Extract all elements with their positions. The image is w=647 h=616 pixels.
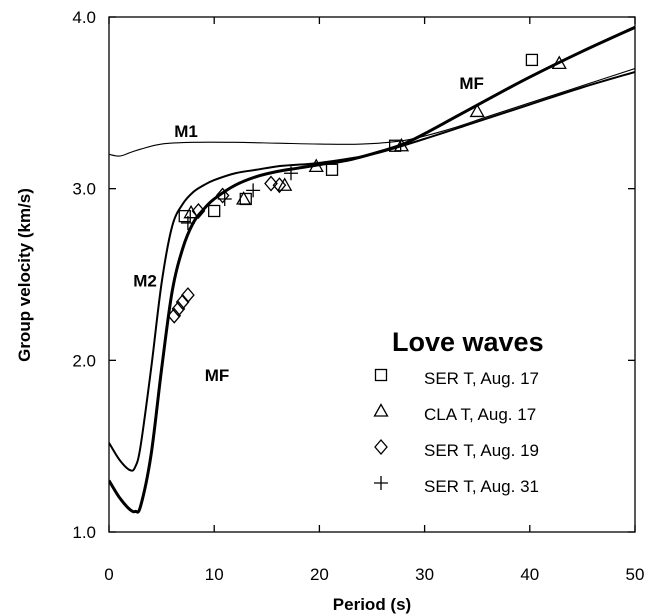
point-diamond: [191, 202, 206, 219]
data-points: [167, 53, 567, 324]
legend-marker-triangle: [373, 403, 389, 417]
y-tick-label: 1.0: [72, 523, 96, 542]
curve-m2: [109, 70, 635, 472]
point-square: [325, 163, 339, 176]
point-plus: [283, 166, 298, 181]
point-diamond: [171, 300, 186, 317]
point-triangle: [551, 55, 567, 69]
curve-label-m2: M2: [133, 272, 157, 291]
point-plus: [217, 191, 232, 206]
x-tick-label: 10: [205, 565, 224, 584]
x-tick-label: 40: [520, 565, 539, 584]
curve-label-mf: MF: [205, 366, 230, 385]
axis-ticks: 0 10 20 30 40 50 1.0 2.0 3.0 4.0: [72, 8, 644, 584]
curve-label-mf: MF: [459, 74, 484, 93]
legend-marker-square: [374, 368, 388, 382]
model-curves: [109, 25, 635, 514]
y-axis-title: Group velocity (km/s): [15, 188, 34, 362]
legend-marker-plus: [374, 476, 388, 490]
curve-m1: [109, 67, 635, 157]
point-diamond: [215, 187, 230, 204]
curve-mf: [109, 25, 635, 514]
point-diamond: [167, 307, 182, 324]
point-triangle: [308, 158, 324, 173]
plot-frame: [108, 16, 636, 533]
point-triangle: [393, 137, 410, 152]
point-square: [178, 209, 191, 223]
y-tick-label: 3.0: [72, 180, 96, 199]
point-triangle: [236, 191, 252, 205]
legend-label: SER T, Aug. 19: [424, 441, 539, 460]
point-diamond: [264, 175, 278, 192]
y-tick-label: 4.0: [72, 8, 96, 27]
legend-entries: SER T, Aug. 17 CLA T, Aug. 17 SER T, Aug. …: [373, 368, 539, 496]
x-tick-label: 20: [310, 565, 329, 584]
legend-label: CLA T, Aug. 17: [424, 405, 536, 424]
x-tick-label: 0: [104, 565, 113, 584]
curve-labels: M1 M2 MF MF: [133, 74, 484, 385]
x-tick-label: 30: [415, 565, 434, 584]
x-tick-label: 50: [626, 565, 645, 584]
point-plus: [246, 183, 261, 198]
point-diamond: [272, 177, 287, 194]
point-triangle: [183, 204, 199, 219]
point-triangle: [469, 103, 485, 118]
legend-marker-diamond: [374, 439, 388, 455]
point-triangle: [277, 177, 293, 191]
point-diamond: [181, 287, 195, 304]
point-plus: [180, 216, 195, 230]
point-square: [525, 53, 539, 67]
x-axis-title: Period (s): [333, 595, 411, 614]
curve-label-m1: M1: [174, 122, 198, 141]
legend-label: SER T, Aug. 31: [424, 477, 539, 496]
y-tick-label: 2.0: [72, 351, 96, 370]
legend-label: SER T, Aug. 17: [424, 369, 539, 388]
legend-title: Love waves: [392, 327, 544, 357]
point-square: [208, 204, 221, 218]
